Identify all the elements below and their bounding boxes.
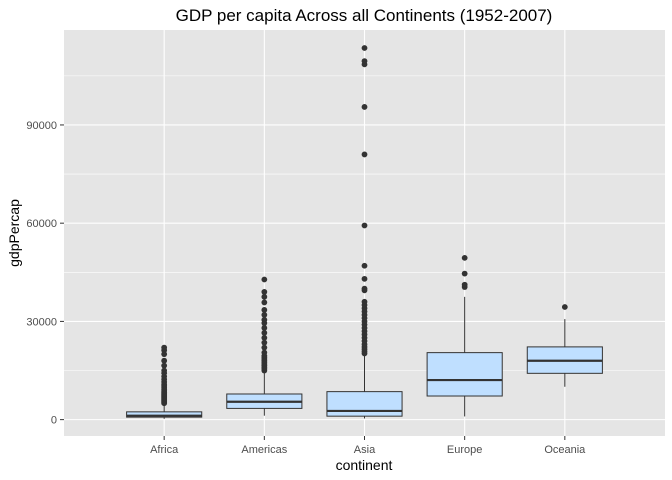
box-americas [226, 276, 303, 416]
outlier-point [461, 254, 468, 261]
box-asia [326, 45, 403, 419]
y-tick-label: 60000 [26, 218, 57, 230]
outlier-point [361, 104, 368, 110]
outlier-point [261, 344, 268, 351]
box-oceania [526, 304, 603, 387]
outlier-point [261, 334, 268, 341]
chart-title: GDP per capita Across all Continents (19… [176, 6, 553, 25]
outlier-point [261, 325, 268, 331]
outlier-point [161, 344, 168, 351]
outlier-point [361, 275, 368, 282]
outlier-point [161, 362, 168, 369]
outlier-point [361, 222, 368, 229]
outlier-point [261, 307, 268, 313]
box-europe [426, 254, 503, 417]
x-tick-label: Africa [150, 444, 179, 456]
outlier-point [361, 285, 368, 292]
outlier-point [361, 151, 368, 158]
outlier-point [261, 329, 268, 336]
outlier-point [161, 357, 168, 364]
outlier-point [261, 349, 268, 356]
outlier-point [261, 276, 268, 283]
x-axis: Africa Americas Asia Europe Oceania [150, 436, 586, 456]
y-tick-label: 30000 [26, 316, 57, 328]
outlier-point [361, 45, 368, 51]
outlier-point [261, 316, 268, 323]
box-iqr [326, 391, 403, 417]
x-axis-title: continent [336, 457, 393, 473]
outlier-point [361, 298, 368, 305]
box-africa [126, 344, 203, 419]
outlier-point [161, 367, 168, 374]
outlier-point [361, 58, 368, 65]
box-iqr [426, 352, 503, 397]
y-axis-title: gdpPercap [6, 199, 22, 267]
y-axis: 0 30000 60000 90000 [26, 120, 64, 427]
y-tick-label: 0 [51, 415, 57, 427]
outlier-point [461, 281, 468, 288]
outlier-point [261, 311, 268, 318]
outlier-point [261, 289, 268, 295]
x-tick-label: Americas [241, 444, 287, 456]
outlier-point [261, 339, 268, 346]
outlier-point [261, 293, 268, 300]
box-iqr [126, 411, 203, 418]
outlier-point [261, 299, 268, 306]
x-tick-label: Europe [447, 444, 482, 456]
outlier-point [361, 262, 368, 269]
outlier-point [561, 304, 568, 310]
x-tick-label: Asia [354, 444, 376, 456]
boxes-layer [126, 45, 603, 419]
y-tick-label: 90000 [26, 120, 57, 132]
outlier-point [461, 270, 468, 277]
x-tick-label: Oceania [544, 444, 586, 456]
